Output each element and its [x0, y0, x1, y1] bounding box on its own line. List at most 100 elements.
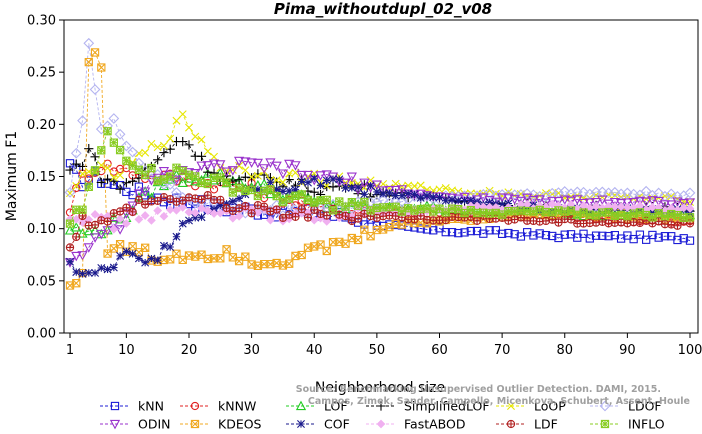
data-point	[679, 203, 689, 213]
data-point	[660, 212, 670, 221]
data-point	[291, 168, 300, 177]
data-point	[197, 203, 206, 213]
data-point	[141, 148, 150, 157]
data-point	[354, 183, 363, 192]
x-axis-title: Neighborhood size	[315, 380, 445, 396]
y-tick-label: 0.15	[27, 170, 56, 185]
data-point	[115, 214, 125, 224]
data-point	[116, 171, 125, 180]
data-point	[184, 140, 194, 150]
data-point	[134, 254, 143, 263]
data-point	[65, 219, 75, 228]
data-point	[235, 194, 244, 203]
data-point	[648, 230, 657, 240]
data-point	[89, 233, 101, 243]
data-point	[579, 229, 588, 238]
y-tick-label: 0.05	[27, 274, 56, 289]
data-point	[560, 230, 569, 239]
data-point	[71, 221, 82, 232]
data-point	[615, 188, 627, 200]
data-point	[97, 263, 106, 272]
legend-label: KDEOS	[218, 417, 262, 432]
data-point	[77, 115, 88, 127]
data-point	[665, 188, 677, 200]
data-point	[84, 174, 93, 183]
legend-item-kdeos: KDEOS	[180, 417, 262, 432]
legend-marker	[507, 402, 515, 410]
data-point	[190, 208, 200, 218]
data-point	[103, 217, 112, 226]
y-axis-title: Maximum F1	[4, 131, 20, 221]
data-point	[266, 178, 275, 187]
series-line	[69, 51, 691, 286]
data-point	[127, 201, 138, 212]
data-point	[178, 196, 187, 205]
data-point	[147, 254, 156, 263]
data-point	[140, 187, 151, 197]
data-point	[310, 198, 319, 207]
data-point	[96, 229, 107, 240]
data-point	[84, 182, 93, 191]
data-point	[673, 235, 682, 245]
data-point	[128, 207, 137, 217]
data-point	[178, 203, 188, 212]
data-point	[648, 202, 657, 212]
data-point	[278, 187, 287, 196]
data-point	[529, 231, 538, 240]
data-point	[515, 189, 527, 200]
data-point	[203, 179, 212, 189]
data-point	[216, 195, 225, 204]
data-point	[441, 196, 450, 205]
data-point	[322, 216, 332, 226]
data-point	[610, 211, 619, 220]
data-point	[272, 205, 281, 214]
data-point	[359, 178, 370, 189]
data-point	[216, 173, 225, 182]
data-point	[209, 209, 219, 218]
data-point	[178, 110, 187, 119]
data-point	[83, 37, 95, 49]
data-point	[247, 172, 256, 181]
data-point	[609, 186, 621, 198]
data-point	[266, 215, 275, 225]
legend-marker	[295, 400, 307, 411]
data-point	[642, 210, 651, 220]
data-point	[328, 182, 338, 192]
data-point	[547, 199, 557, 209]
data-point	[241, 252, 250, 261]
data-point	[441, 208, 450, 217]
data-point	[548, 231, 557, 241]
data-point	[109, 224, 119, 234]
data-point	[109, 209, 118, 218]
data-point	[172, 205, 181, 215]
data-point	[253, 171, 262, 180]
data-point	[197, 135, 206, 144]
data-point	[215, 160, 226, 170]
data-point	[648, 208, 657, 217]
data-point	[454, 196, 463, 205]
data-point	[328, 206, 338, 215]
data-point	[591, 201, 601, 211]
watermark-line-2: Campos, Zimek, Sander, Campello, Micenko…	[308, 396, 690, 407]
data-point	[97, 146, 106, 155]
data-point	[140, 211, 150, 220]
data-point	[535, 229, 544, 238]
data-point	[147, 215, 156, 225]
series-ldof	[64, 37, 696, 221]
data-point	[116, 251, 125, 260]
data-point	[678, 198, 689, 209]
data-point	[90, 152, 100, 162]
data-point	[346, 172, 357, 183]
legend-marker	[109, 419, 121, 430]
data-point	[121, 178, 131, 188]
data-point	[159, 241, 168, 250]
data-point	[629, 209, 638, 218]
data-point	[272, 176, 281, 185]
data-point	[216, 254, 225, 263]
data-point	[240, 157, 251, 167]
data-point	[241, 201, 250, 211]
data-point	[65, 243, 75, 252]
x-tick-label: 20	[181, 343, 198, 358]
data-point	[610, 202, 620, 212]
data-point	[615, 199, 627, 209]
